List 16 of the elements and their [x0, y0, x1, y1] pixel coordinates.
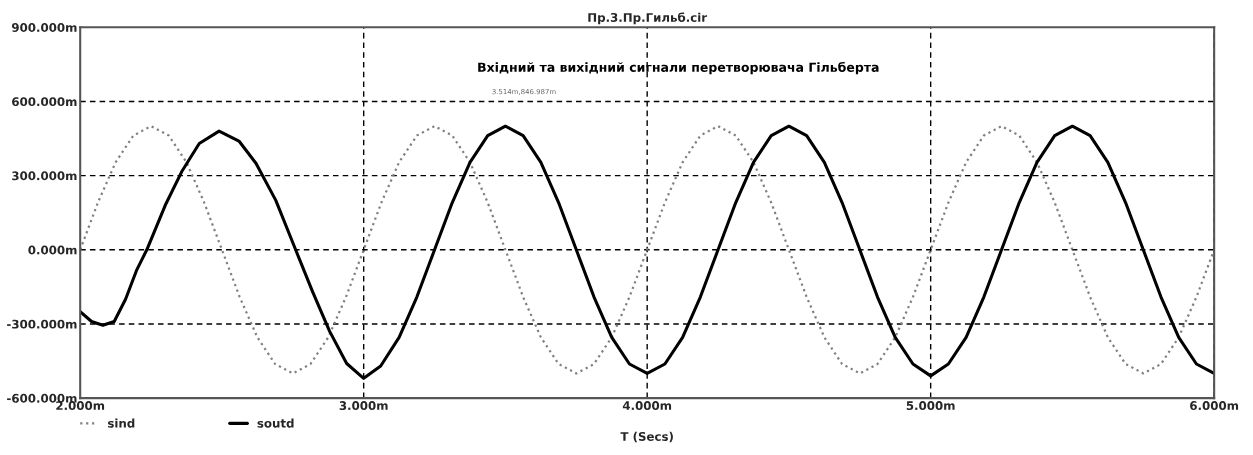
y-tick-label: -300.000m: [7, 319, 77, 329]
x-tick-label: 2.000m: [56, 401, 105, 411]
x-axis-title: T (Secs): [620, 431, 673, 443]
chart-title: Пр.3.Пр.Гильб.cir: [588, 12, 708, 25]
y-tick-label: 0.000m: [28, 245, 77, 255]
x-tick-label: 3.000m: [339, 401, 388, 411]
annotation: Вхідний та вихідний сигнали перетворювача Гільберта: [478, 61, 879, 75]
legend-label: sind: [107, 418, 135, 428]
y-tick-label: -600.000m: [7, 393, 77, 403]
y-tick-label: 300.000m: [12, 171, 77, 181]
legend-label: soutd: [257, 418, 294, 428]
x-tick-label: 6.000m: [1190, 401, 1239, 411]
y-tick-label: 900.000m: [11, 23, 77, 32]
y-tick-label: 600.000m: [12, 97, 77, 107]
x-tick-label: 4.000m: [622, 401, 672, 411]
x-tick-label: 5.000m: [906, 401, 955, 411]
